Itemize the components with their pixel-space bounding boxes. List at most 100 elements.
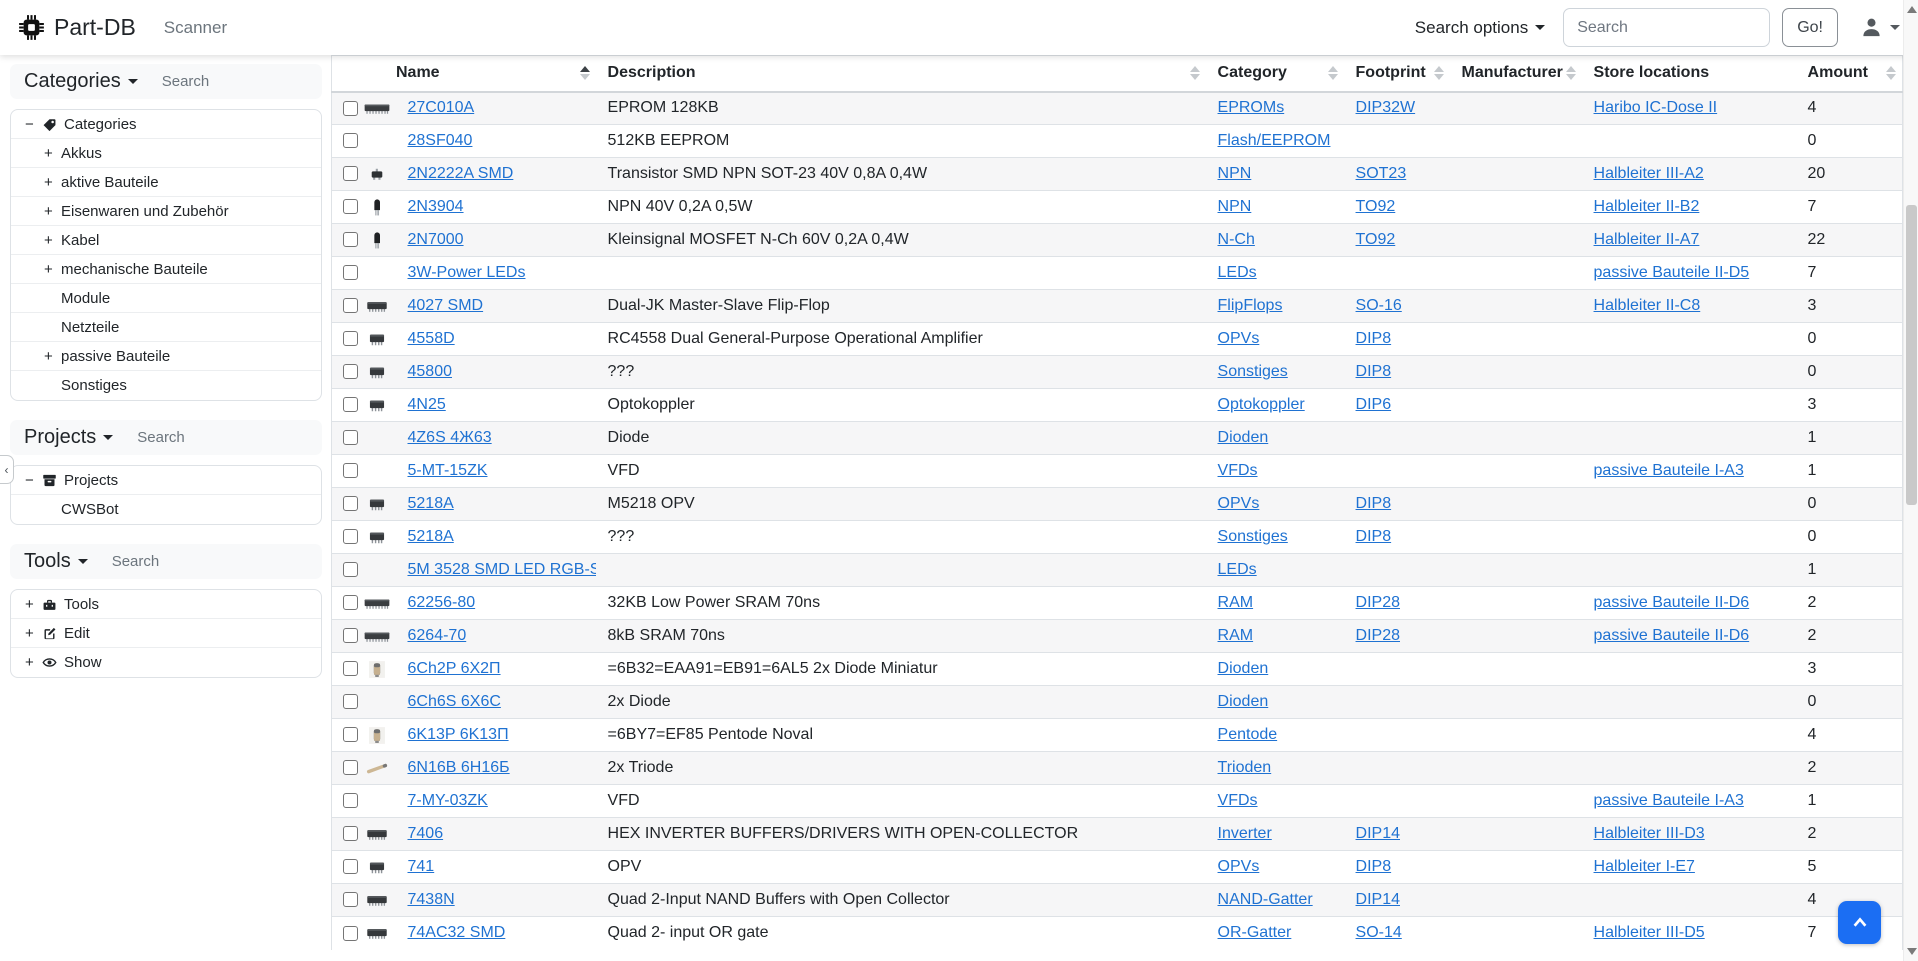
part-thumbnail[interactable] — [362, 330, 392, 349]
category-link[interactable]: NPN — [1217, 165, 1252, 182]
row-checkbox[interactable] — [343, 133, 358, 149]
part-name-link[interactable]: 5218A — [407, 495, 454, 512]
footprint-link[interactable]: SOT23 — [1355, 165, 1407, 182]
store-location-link[interactable]: Halbleiter II-C8 — [1593, 297, 1701, 314]
part-name-link[interactable]: 62256-80 — [407, 594, 476, 611]
tree-item[interactable]: + Eisenwaren und Zubehör — [11, 197, 321, 226]
footprint-link[interactable]: DIP8 — [1355, 363, 1392, 380]
app-brand[interactable]: Part-DB — [18, 14, 136, 41]
category-link[interactable]: Sonstiges — [1217, 363, 1288, 380]
part-thumbnail[interactable] — [362, 363, 392, 382]
store-location-link[interactable]: Halbleiter III-A2 — [1593, 165, 1704, 182]
tree-expander[interactable]: + — [44, 347, 53, 365]
tree-expander[interactable]: + — [44, 231, 53, 249]
part-thumbnail[interactable] — [362, 627, 392, 646]
row-checkbox[interactable] — [343, 199, 358, 215]
store-location-link[interactable]: Haribo IC-Dose II — [1593, 99, 1718, 117]
row-checkbox[interactable] — [343, 166, 358, 182]
category-link[interactable]: NAND-Gatter — [1217, 891, 1313, 908]
part-name-link[interactable]: 2N2222A SMD — [407, 165, 514, 182]
nav-item-scanner[interactable]: Scanner — [163, 17, 228, 37]
part-name-link[interactable]: 7-MY-03ZK — [407, 792, 488, 809]
part-name-link[interactable]: 4Z6S 4Ж63 — [407, 429, 492, 446]
tree-item[interactable]: + Tools — [11, 590, 321, 619]
column-header-amount[interactable]: Amount — [1795, 55, 1903, 93]
row-checkbox[interactable] — [343, 529, 358, 545]
back-to-top-button[interactable] — [1838, 901, 1881, 944]
category-link[interactable]: OPVs — [1217, 858, 1260, 875]
row-checkbox[interactable] — [343, 859, 358, 875]
tree-item[interactable]: CWSBot — [11, 495, 321, 524]
tree-expander[interactable]: + — [44, 202, 53, 220]
tree-item[interactable]: − Categories — [11, 110, 321, 139]
footprint-link[interactable]: DIP14 — [1355, 891, 1400, 908]
category-link[interactable]: VFDs — [1217, 792, 1258, 809]
tree-item[interactable]: − Projects — [11, 466, 321, 495]
part-name-link[interactable]: 4N25 — [407, 396, 446, 413]
tree-item[interactable]: + aktive Bauteile — [11, 168, 321, 197]
footprint-link[interactable]: DIP14 — [1355, 825, 1400, 842]
part-name-link[interactable]: 28SF040 — [407, 132, 473, 149]
part-thumbnail[interactable] — [362, 396, 392, 415]
category-link[interactable]: Sonstiges — [1217, 528, 1288, 545]
categories-dropdown[interactable]: Categories — [24, 70, 138, 93]
part-thumbnail[interactable] — [362, 297, 392, 316]
part-name-link[interactable]: 741 — [407, 858, 435, 875]
part-name-link[interactable]: 3W-Power LEDs — [407, 264, 526, 281]
store-location-link[interactable]: Halbleiter I-E7 — [1593, 858, 1695, 875]
row-checkbox[interactable] — [343, 463, 358, 479]
row-checkbox[interactable] — [343, 727, 358, 743]
tree-expander[interactable]: + — [44, 173, 53, 191]
category-link[interactable]: FlipFlops — [1217, 297, 1283, 314]
footprint-link[interactable]: SO-16 — [1355, 297, 1402, 314]
row-checkbox[interactable] — [343, 364, 358, 380]
store-location-link[interactable]: passive Bauteile I-A3 — [1593, 792, 1744, 809]
tools-dropdown[interactable]: Tools — [24, 550, 88, 573]
footprint-link[interactable]: TO92 — [1355, 231, 1396, 248]
footprint-link[interactable]: DIP8 — [1355, 858, 1392, 875]
row-checkbox[interactable] — [343, 265, 358, 281]
row-checkbox[interactable] — [343, 595, 358, 611]
store-location-link[interactable]: passive Bauteile I-A3 — [1593, 462, 1744, 479]
projects-dropdown[interactable]: Projects — [24, 426, 114, 449]
row-checkbox[interactable] — [343, 892, 358, 908]
footprint-link[interactable]: DIP6 — [1355, 396, 1392, 413]
part-thumbnail[interactable] — [362, 528, 392, 547]
part-thumbnail[interactable] — [362, 858, 392, 877]
category-link[interactable]: RAM — [1217, 627, 1254, 644]
part-name-link[interactable]: 5M 3528 SMD LED RGB-Strip — [407, 561, 596, 578]
search-options-dropdown[interactable]: Search options — [1415, 18, 1546, 38]
category-link[interactable]: NPN — [1217, 198, 1252, 215]
part-thumbnail[interactable] — [362, 726, 392, 745]
part-name-link[interactable]: 45800 — [407, 363, 453, 380]
row-checkbox[interactable] — [343, 100, 358, 116]
categories-search-input[interactable] — [161, 73, 312, 90]
store-location-link[interactable]: Halbleiter II-B2 — [1593, 198, 1700, 215]
category-link[interactable]: RAM — [1217, 594, 1254, 611]
row-checkbox[interactable] — [343, 694, 358, 710]
tree-item[interactable]: + Kabel — [11, 226, 321, 255]
search-go-button[interactable]: Go! — [1782, 8, 1838, 47]
part-name-link[interactable]: 2N7000 — [407, 231, 464, 248]
store-location-link[interactable]: passive Bauteile II-D6 — [1593, 627, 1750, 644]
category-link[interactable]: OPVs — [1217, 495, 1260, 512]
part-name-link[interactable]: 4558D — [407, 330, 455, 347]
tree-item[interactable]: + Akkus — [11, 139, 321, 168]
part-thumbnail[interactable] — [362, 660, 392, 679]
category-link[interactable]: Trioden — [1217, 759, 1272, 776]
row-checkbox[interactable] — [343, 760, 358, 776]
part-name-link[interactable]: 4027 SMD — [407, 297, 484, 314]
column-header-name[interactable]: Name — [331, 55, 596, 93]
store-location-link[interactable]: passive Bauteile II-D5 — [1593, 264, 1750, 281]
tree-item[interactable]: Netzteile — [11, 313, 321, 342]
part-thumbnail[interactable] — [362, 759, 392, 778]
vertical-scrollbar[interactable] — [1903, 0, 1918, 961]
row-checkbox[interactable] — [343, 298, 358, 314]
row-checkbox[interactable] — [343, 562, 358, 578]
row-checkbox[interactable] — [343, 232, 358, 248]
part-name-link[interactable]: 6264-70 — [407, 627, 467, 644]
part-name-link[interactable]: 5-MT-15ZK — [407, 462, 488, 479]
part-name-link[interactable]: 6Ch2P 6X2П — [407, 660, 501, 677]
tree-expander[interactable]: + — [25, 624, 34, 642]
category-link[interactable]: Inverter — [1217, 825, 1272, 842]
